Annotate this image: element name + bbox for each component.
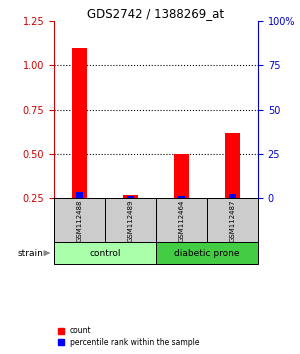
Bar <box>156 242 258 264</box>
Bar <box>105 198 156 242</box>
Bar <box>207 198 258 242</box>
Text: diabetic prone: diabetic prone <box>174 249 240 258</box>
Text: control: control <box>89 249 121 258</box>
Title: GDS2742 / 1388269_at: GDS2742 / 1388269_at <box>87 7 225 20</box>
Bar <box>123 195 138 198</box>
Bar <box>174 154 189 198</box>
Text: GSM112489: GSM112489 <box>128 199 134 242</box>
Bar <box>54 242 156 264</box>
Bar <box>225 133 240 198</box>
Text: GSM112464: GSM112464 <box>178 199 184 241</box>
Bar <box>72 48 87 198</box>
Bar <box>76 192 82 198</box>
Bar <box>54 198 105 242</box>
Text: GSM112488: GSM112488 <box>76 199 82 242</box>
Text: strain: strain <box>18 249 44 258</box>
Bar <box>156 198 207 242</box>
Bar <box>230 194 236 198</box>
Bar <box>128 195 134 198</box>
Legend: count, percentile rank within the sample: count, percentile rank within the sample <box>58 326 200 347</box>
Bar <box>178 195 184 198</box>
Text: GSM112487: GSM112487 <box>230 199 236 242</box>
